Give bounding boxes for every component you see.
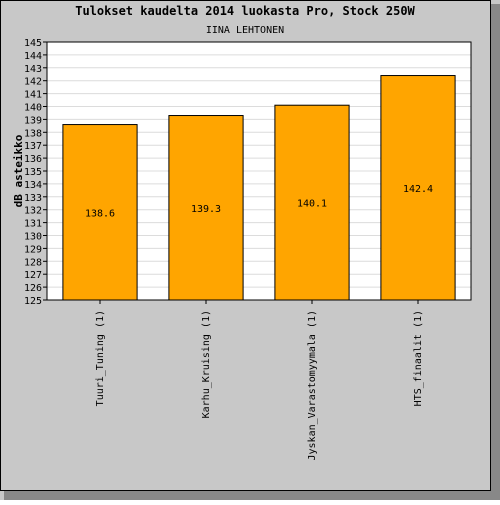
y-tick-label: 131 — [24, 219, 42, 230]
y-tick-label: 143 — [24, 64, 42, 75]
y-tick-label: 140 — [24, 103, 42, 114]
y-tick-label: 144 — [24, 51, 42, 62]
y-tick-label: 126 — [24, 283, 42, 294]
x-tick-label: Tuuri_Tuning (1) — [95, 310, 106, 406]
y-tick-label: 142 — [24, 77, 42, 88]
frame-shadow-right — [491, 4, 500, 500]
y-axis-label: dB asteikko — [12, 134, 25, 207]
bar-value-label: 142.4 — [403, 184, 433, 195]
y-tick-label: 141 — [24, 90, 42, 101]
x-tick-label: HTS_finaalit (1) — [413, 310, 424, 406]
y-tick-label: 130 — [24, 232, 42, 243]
y-tick-label: 129 — [24, 244, 42, 255]
y-tick-label: 132 — [24, 206, 42, 217]
y-tick-label: 128 — [24, 257, 42, 268]
y-tick-label: 135 — [24, 167, 42, 178]
bars-group: 138.6 139.3 140.1 142.4 — [62, 75, 456, 301]
y-tick-label: 134 — [24, 180, 42, 191]
bar — [168, 115, 244, 301]
chart-title: Tulokset kaudelta 2014 luokasta Pro, Sto… — [75, 4, 415, 18]
y-tick-label: 137 — [24, 141, 42, 152]
y-tick-label: 127 — [24, 270, 42, 281]
bar-value-label: 138.6 — [85, 208, 115, 219]
y-tick-label: 133 — [24, 193, 42, 204]
chart-border — [0, 0, 491, 491]
x-tick-label: Jyskan_Varastomyymala (1) — [307, 310, 318, 461]
bar-value-label: 140.1 — [297, 199, 327, 210]
x-tick-label: Karhu_Kruising (1) — [201, 310, 212, 418]
bar — [380, 75, 456, 301]
y-tick-label: 138 — [24, 128, 42, 139]
y-tick-label: 145 — [24, 38, 42, 49]
bar — [274, 104, 350, 301]
chart-subtitle: IINA LEHTONEN — [206, 25, 284, 36]
y-tick-label: 136 — [24, 154, 42, 165]
bar-value-label: 139.3 — [191, 204, 221, 215]
x-axis-ticks: Tuuri_Tuning (1) Karhu_Kruising (1) Jyskan… — [95, 300, 424, 461]
y-tick-label: 125 — [24, 296, 42, 307]
frame-shadow-bottom — [4, 491, 500, 500]
y-tick-label: 139 — [24, 115, 42, 126]
